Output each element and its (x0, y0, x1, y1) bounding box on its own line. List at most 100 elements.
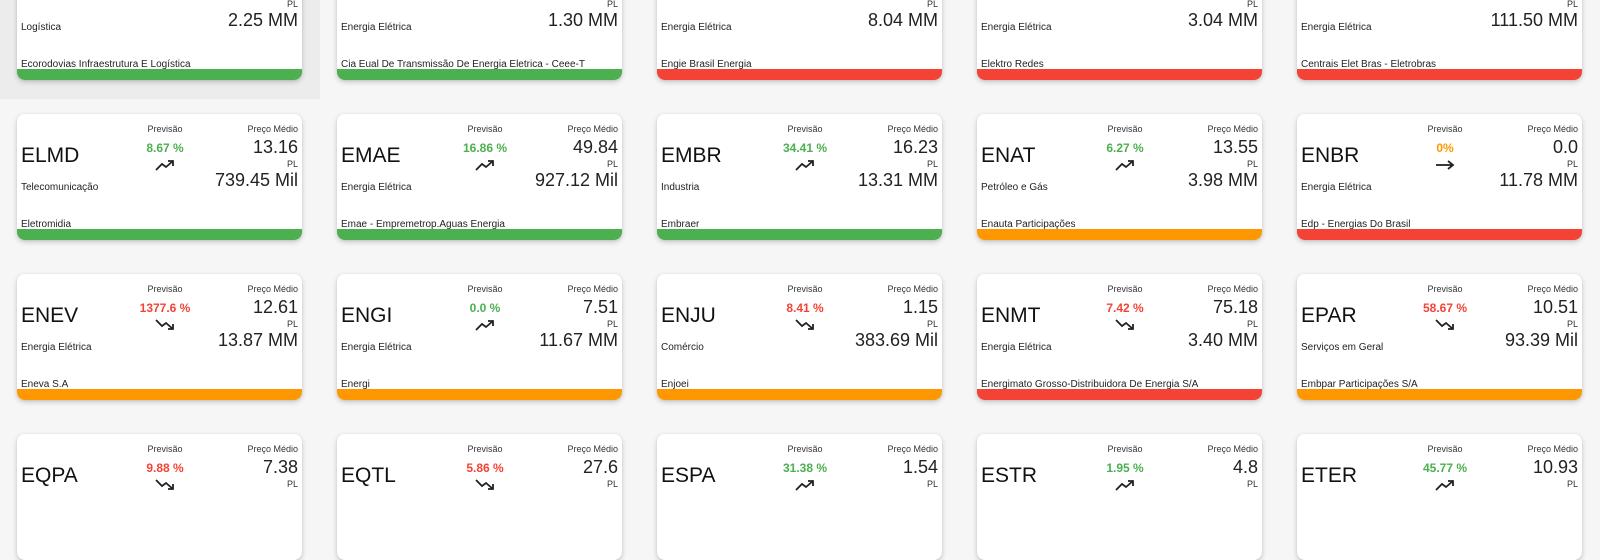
preco-medio-value: 16.23 (892, 137, 938, 157)
trend-up-icon (1434, 478, 1456, 492)
preco-medio-value: 1.54 (902, 457, 938, 477)
stock-card[interactable]: EPAR Previsão 58.67 % Preço Médio 10.51 PL 93.… (1297, 274, 1582, 400)
preco-medio-value: 10.51 (1532, 297, 1578, 317)
stock-card[interactable]: EQTL Previsão 5.86 % Preço Médio 27.6 PL (337, 434, 622, 560)
company-name: Edp - Energias Do Brasil (1301, 219, 1411, 230)
ticker-symbol: ESPA (661, 464, 716, 487)
company-name: Ecorodovias Infraestrutura E Logística (21, 59, 191, 70)
pl-label: PL (1566, 479, 1578, 489)
sector-label: Serviços em Geral (1301, 342, 1384, 353)
previsao-label: Previsão (147, 444, 183, 454)
company-name: Centrais Elet Bras - Eletrobras (1301, 59, 1437, 70)
pl-value: 927.12 Mil (534, 170, 618, 190)
status-bar (17, 229, 302, 240)
stock-card[interactable]: EMBR Previsão 34.41 % Preço Médio 16.23 PL 13.… (657, 114, 942, 240)
pl-label: PL (286, 319, 298, 329)
stock-card[interactable]: ENEV Previsão 1377.6 % Preço Médio 12.61 PL 13… (17, 274, 302, 400)
pl-value: 739.45 Mil (214, 170, 298, 190)
preco-medio-label: Preço Médio (247, 284, 298, 294)
company-name: Enjoei (661, 379, 689, 390)
preco-medio-value: 0.0 (1552, 137, 1578, 157)
preco-medio-label: Preço Médio (247, 124, 298, 134)
ticker-symbol: ETER (1301, 464, 1358, 487)
company-name: Enauta Participações (981, 219, 1076, 230)
previsao-value: 9.88 % (146, 461, 184, 475)
stock-card[interactable]: ENJU Previsão 8.41 % Preço Médio 1.15 PL 383.6… (657, 274, 942, 400)
pl-label: PL (926, 0, 938, 9)
pl-label: PL (926, 159, 938, 169)
stock-card[interactable]: ENGI Previsão 0.0 % Preço Médio 7.51 PL 11.67 … (337, 274, 622, 400)
preco-medio-value: 4.8 (1232, 457, 1258, 477)
previsao-value: 0.0 % (469, 301, 501, 315)
pl-label: PL (1246, 0, 1258, 9)
pl-label: PL (286, 159, 298, 169)
stock-card[interactable]: ELMD Previsão 8.67 % Preço Médio 13.16 PL 739.… (17, 114, 302, 240)
status-bar (657, 229, 942, 240)
stock-card[interactable]: PrevisãoPreço MédioPL2.25 MMLogísticaEco… (17, 0, 302, 80)
trend-flat-icon (1434, 158, 1456, 172)
stock-card[interactable]: ETER Previsão 45.77 % Preço Médio 10.93 PL (1297, 434, 1582, 560)
trend-up-icon (474, 318, 496, 332)
previsao-value: 8.41 % (786, 301, 824, 315)
status-bar (1297, 389, 1582, 400)
pl-label: PL (1246, 319, 1258, 329)
preco-medio-label: Preço Médio (1527, 284, 1578, 294)
status-bar (657, 69, 942, 80)
previsao-label: Previsão (147, 284, 183, 294)
company-name: Engie Brasil Energia (661, 59, 752, 70)
pl-value: 11.78 MM (1499, 170, 1578, 190)
sector-label: Energia Elétrica (1301, 22, 1372, 33)
trend-down-icon (1434, 318, 1456, 332)
previsao-label: Previsão (1427, 444, 1463, 454)
sector-label: Logística (21, 22, 62, 33)
pl-label: PL (606, 479, 618, 489)
previsao-value: 45.77 % (1422, 461, 1468, 475)
pl-label: PL (1246, 159, 1258, 169)
company-name: Eneva S.A (21, 379, 69, 390)
sector-label: Petróleo e Gás (981, 182, 1048, 193)
preco-medio-value: 10.93 (1532, 457, 1578, 477)
stock-card[interactable]: ENAT Previsão 6.27 % Preço Médio 13.55 PL 3.98… (977, 114, 1262, 240)
company-name: Emae - Empremetrop.Aguas Energia (341, 219, 505, 230)
company-name: Embpar Participações S/A (1301, 379, 1418, 390)
previsao-value: 58.67 % (1422, 301, 1468, 315)
pl-value: 3.04 MM (1187, 10, 1258, 30)
company-name: Eletromidia (21, 219, 72, 230)
stock-card[interactable]: EQPA Previsão 9.88 % Preço Médio 7.38 PL (17, 434, 302, 560)
pl-value: 383.69 Mil (854, 330, 938, 350)
pl-value: 13.31 MM (857, 170, 938, 190)
previsao-label: Previsão (1107, 124, 1143, 134)
stock-card[interactable]: EMAE Previsão 16.86 % Preço Médio 49.84 PL 927… (337, 114, 622, 240)
previsao-label: Previsão (1107, 284, 1143, 294)
pl-label: PL (606, 159, 618, 169)
pl-label: PL (1246, 479, 1258, 489)
trend-up-icon (1114, 478, 1136, 492)
company-name: Energi (341, 379, 370, 390)
status-bar (977, 389, 1262, 400)
previsao-label: Previsão (1427, 124, 1463, 134)
trend-down-icon (794, 318, 816, 332)
sector-label: Energia Elétrica (341, 182, 412, 193)
stock-card[interactable]: ENMT Previsão 7.42 % Preço Médio 75.18 PL 3.40… (977, 274, 1262, 400)
previsao-label: Previsão (147, 124, 183, 134)
sector-label: Industria (661, 182, 700, 193)
preco-medio-label: Preço Médio (247, 444, 298, 454)
pl-label: PL (286, 0, 298, 9)
preco-medio-label: Preço Médio (1207, 444, 1258, 454)
stock-card[interactable]: ESPA Previsão 31.38 % Preço Médio 1.54 PL (657, 434, 942, 560)
previsao-value: 1.95 % (1106, 461, 1144, 475)
sector-label: Energia Elétrica (1301, 182, 1372, 193)
stock-card[interactable]: ESTR Previsão 1.95 % Preço Médio 4.8 PL (977, 434, 1262, 560)
trend-up-icon (794, 158, 816, 172)
preco-medio-label: Preço Médio (887, 124, 938, 134)
trend-up-icon (474, 158, 496, 172)
ticker-symbol: ESTR (981, 464, 1038, 487)
company-name: Energimato Grosso-Distribuidora De Energ… (981, 379, 1199, 390)
status-bar (337, 69, 622, 80)
trend-up-icon (794, 478, 816, 492)
stock-card[interactable]: ENBR Previsão 0% Preço Médio 0.0 PL 11.78 MM En… (1297, 114, 1582, 240)
